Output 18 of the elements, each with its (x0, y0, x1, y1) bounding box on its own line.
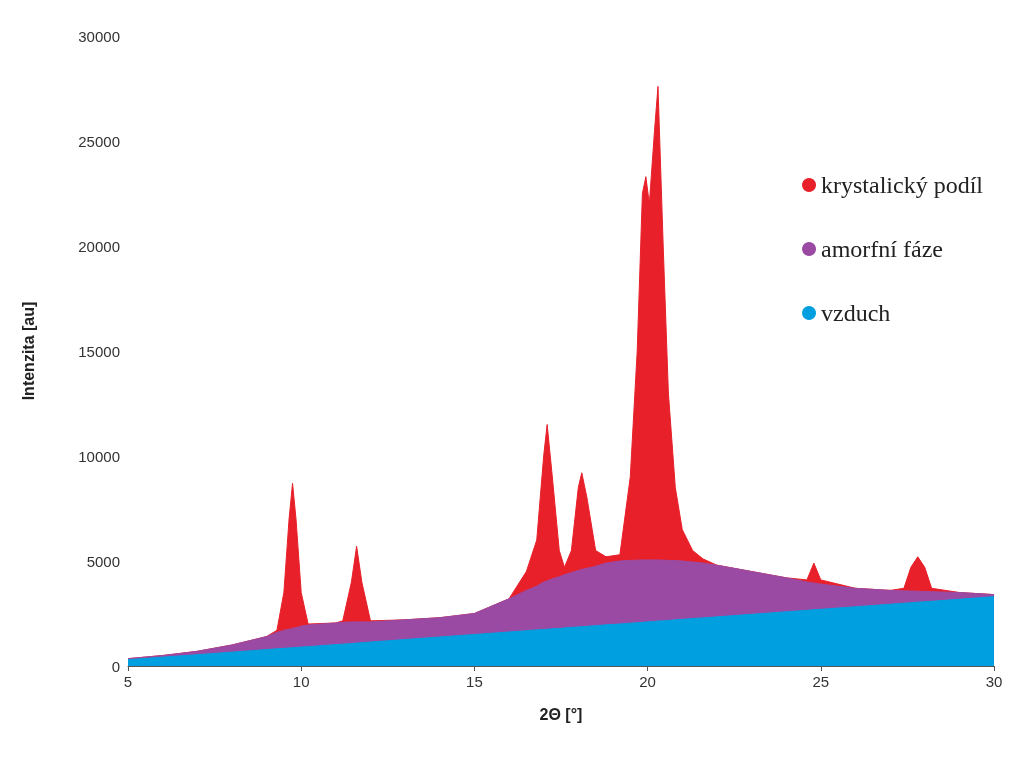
y-tick-label: 30000 (78, 27, 120, 45)
y-axis-title: Intenzita [au] (19, 301, 37, 401)
x-axis-title: 2Θ [°] (539, 705, 583, 723)
x-tick-label: 10 (292, 673, 310, 690)
x-tick-label: 15 (466, 673, 483, 690)
y-tick-label: 0 (111, 657, 120, 675)
y-tick-label: 10000 (78, 447, 120, 465)
y-tick-label: 20000 (78, 237, 120, 255)
legend-label: vzduch (821, 300, 891, 326)
legend-label: amorfní fáze (821, 236, 943, 262)
x-tick-label: 25 (812, 673, 830, 690)
x-tick-label: 20 (639, 673, 656, 690)
y-tick-label: 5000 (86, 552, 120, 570)
x-tick-label: 5 (123, 673, 133, 690)
legend-label: krystalický podíl (821, 172, 984, 198)
y-tick-label: 15000 (78, 342, 120, 360)
x-tick-label: 30 (985, 673, 1003, 690)
y-tick-label: 25000 (78, 132, 120, 150)
